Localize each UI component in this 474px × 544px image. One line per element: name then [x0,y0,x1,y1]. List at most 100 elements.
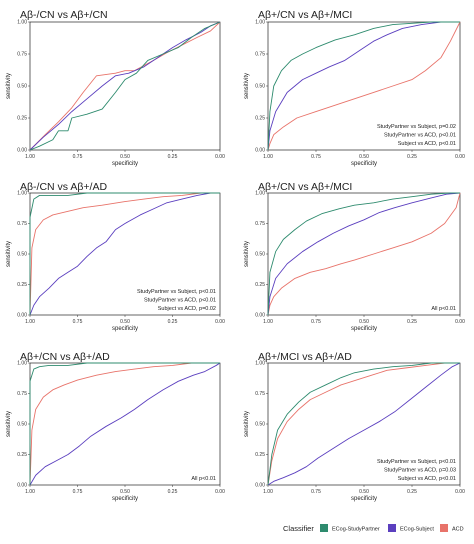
x-tick-label: 1.00 [263,319,273,325]
roc-curve-ecog-subject [267,192,461,316]
y-axis-label: sensitivity [6,73,12,99]
x-tick-label: 0.25 [168,319,178,325]
roc-curve-ecog-studypartner [267,362,460,486]
y-tick-label: 0.50 [255,252,265,258]
roc-curve-ecog-studypartner [29,192,220,315]
y-axis-label: sensitivity [6,241,12,267]
x-tick-label: 0.75 [311,489,321,495]
x-tick-label: 0.75 [73,489,83,495]
x-tick-label: 0.00 [215,489,225,495]
x-axis-label: specificity [112,496,138,502]
panel-title: Aβ+/CN vs Aβ+/MCI [258,181,352,193]
y-tick-label: 0.00 [255,313,265,319]
y-axis-label: sensitivity [6,411,12,437]
roc-curve-ecog-subject [29,362,221,486]
panel-title: Aβ+/MCI vs Aβ+/AD [258,351,352,363]
x-axis-label: specificity [112,326,138,332]
x-axis-label: specificity [351,161,377,167]
y-tick-label: 0.25 [17,116,27,122]
roc-panel-5: Aβ+/CN vs Aβ+/AD1.00 0.75 0.50 0.25 0.000.00… [6,351,225,502]
x-tick-label: 0.25 [407,489,417,495]
x-tick-label: 0.50 [359,154,369,160]
plot-border [267,21,461,151]
roc-curve-ecog-studypartner [267,21,460,151]
roc-curve-ecog-subject [267,21,460,151]
panel-title: Aβ-/CN vs Aβ+/AD [20,181,107,193]
y-tick-label: 1.00 [255,191,265,197]
y-tick-label: 0.00 [17,483,27,489]
legend-label: ECog-Subject [400,527,434,533]
x-tick-label: 0.75 [311,154,321,160]
roc-curve-ecog-studypartner [29,362,220,485]
significance-annotation: Subject vs ACD, p<0.01 [398,476,456,482]
y-tick-label: 0.75 [17,52,27,58]
x-tick-label: 0.25 [407,319,417,325]
x-tick-label: 0.50 [359,489,369,495]
x-axis-label: specificity [351,326,377,332]
plot-border [29,362,221,486]
roc-curve-acd [29,192,220,316]
roc-panel-1: Aβ-/CN vs Aβ+/CN1.00 0.75 0.50 0.25 0.000.00… [6,9,225,167]
x-tick-label: 0.75 [73,319,83,325]
roc-curve-ecog-studypartner [29,21,221,151]
x-tick-label: 0.00 [455,319,465,325]
significance-annotation: StudyPartner vs ACD, p=0.03 [384,468,456,474]
roc-panel-3: Aβ-/CN vs Aβ+/AD1.00 0.75 0.50 0.25 0.000.00… [6,181,225,332]
y-tick-label: 0.50 [17,84,27,90]
legend: Classifier ECog-StudyPartner ECog-Subject A… [283,524,464,533]
x-tick-label: 0.50 [120,154,130,160]
x-tick-label: 0.50 [359,319,369,325]
y-tick-label: 0.75 [17,221,27,227]
significance-annotation: StudyPartner vs Subject, p<0.01 [377,459,456,465]
x-axis-label: specificity [351,496,377,502]
x-tick-label: 0.25 [407,154,417,160]
x-tick-label: 0.75 [311,319,321,325]
x-tick-label: 0.00 [455,154,465,160]
y-axis-label: sensitivity [244,73,250,99]
x-axis-label: specificity [112,161,138,167]
y-tick-label: 1.00 [17,20,27,26]
y-tick-label: 0.50 [17,422,27,428]
x-tick-label: 1.00 [25,319,35,325]
roc-panel-2: Aβ+/CN vs Aβ+/MCI 1.00 0.75 0.50 0.25 0.00 0.0… [244,9,465,167]
y-tick-label: 0.00 [255,148,265,154]
roc-panel-6: Aβ+/MCI vs Aβ+/AD1.00 0.75 0.50 0.25 0.000.0… [244,351,465,502]
roc-curve-acd [29,21,221,151]
significance-annotation: StudyPartner vs ACD, p<0.01 [384,133,456,139]
y-tick-label: 0.50 [255,422,265,428]
y-tick-label: 0.75 [255,221,265,227]
y-tick-label: 0.75 [17,391,27,397]
x-tick-label: 0.25 [168,154,178,160]
y-axis-label: sensitivity [244,411,250,437]
x-tick-label: 1.00 [263,489,273,495]
y-tick-label: 0.25 [255,282,265,288]
x-tick-label: 0.00 [215,154,225,160]
y-tick-label: 0.75 [255,391,265,397]
legend-swatch [388,524,396,532]
significance-annotation: Subject vs ACD, p<0.01 [398,141,456,147]
y-tick-label: 0.50 [17,252,27,258]
significance-annotation: Subject vs ACD, p=0.02 [158,306,216,312]
x-tick-label: 1.00 [25,154,35,160]
x-tick-label: 1.00 [25,489,35,495]
x-tick-label: 0.00 [215,319,225,325]
roc-curve-ecog-studypartner [267,192,460,316]
roc-curve-acd [267,362,460,486]
significance-annotation: StudyPartner vs Subject, p<0.01 [137,289,216,295]
significance-annotation: All p<0.01 [191,476,216,482]
roc-curve-ecog-subject [29,192,220,316]
panel-title: Aβ+/CN vs Aβ+/AD [20,351,110,363]
significance-annotation: All p<0.01 [431,306,456,312]
significance-annotation: StudyPartner vs Subject, p=0.02 [377,124,456,130]
y-tick-label: 1.00 [255,361,265,367]
legend-label: ACD [452,527,464,533]
panel-title: Aβ+/CN vs Aβ+/MCI [258,9,352,21]
legend-label: ECog-StudyPartner [332,527,380,533]
y-tick-label: 0.00 [255,483,265,489]
x-tick-label: 1.00 [263,154,273,160]
roc-curve-acd [267,192,461,316]
plot-border [267,192,461,316]
y-axis-label: sensitivity [244,241,250,267]
